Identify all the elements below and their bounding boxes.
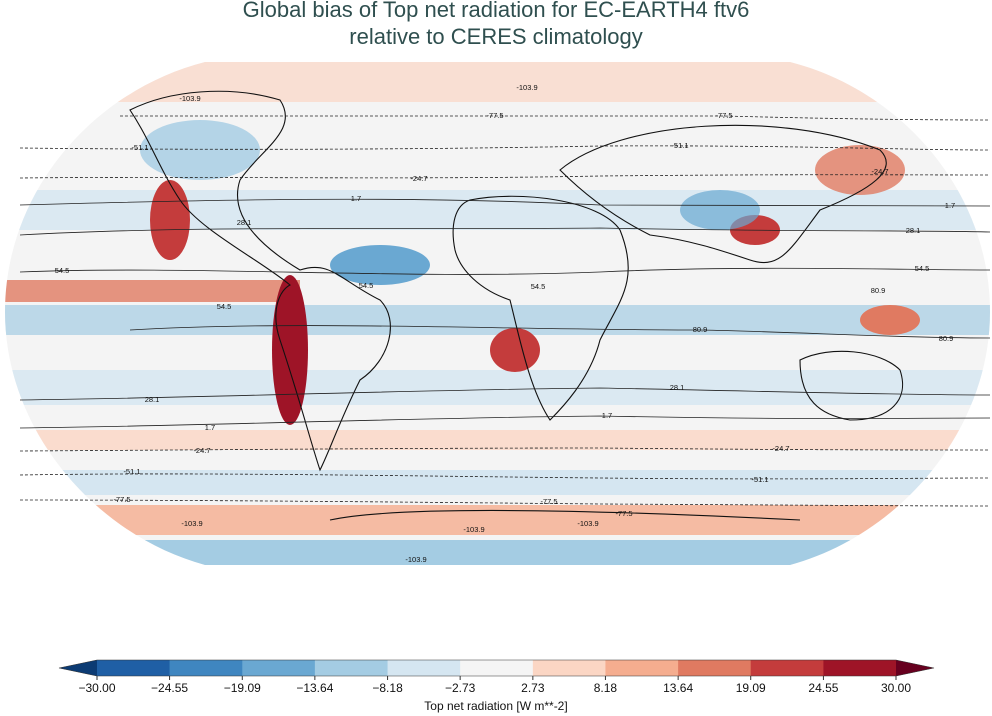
contour-label: -77.5 xyxy=(486,111,503,120)
contour-label: 80.9 xyxy=(871,286,886,295)
contour-label: 1.7 xyxy=(602,411,612,420)
colorbar-tick-label: −19.09 xyxy=(224,681,261,695)
colorbar-bin xyxy=(97,660,171,676)
contour-label: 1.7 xyxy=(945,201,955,210)
title: Global bias of Top net radiation for EC-… xyxy=(243,0,750,22)
contour-label: 54.5 xyxy=(55,266,70,275)
colorbar-extend-high xyxy=(896,660,934,676)
coastlines xyxy=(129,90,904,521)
colorbar-tick-label: 8.18 xyxy=(594,681,618,695)
colorbar-bin xyxy=(387,660,461,676)
contour-label: 80.9 xyxy=(939,334,954,343)
contour-label: -24.7 xyxy=(193,446,210,455)
colorbar-bin xyxy=(314,660,389,676)
colorbar-tick-label: −30.00 xyxy=(78,681,115,695)
contour-label: 1.7 xyxy=(205,423,215,432)
contour-label: -103.9 xyxy=(463,525,484,534)
contour-label: 28.1 xyxy=(906,226,921,235)
contour-label: -51.1 xyxy=(123,467,140,476)
colorbar-extend-low xyxy=(59,660,97,676)
contour-label: 28.1 xyxy=(670,383,685,392)
colorbar: −30.00 −24.55 −19.09 −13.64 −8.18 −2.73 2.73 8.… xyxy=(58,659,935,695)
contour-label: -103.9 xyxy=(577,519,598,528)
contour-label: 54.5 xyxy=(359,281,374,290)
colorbar-tick-label: −8.18 xyxy=(372,681,403,695)
colorbar-bin xyxy=(750,660,824,676)
contour-label: -24.7 xyxy=(772,444,789,453)
contour-label: -51.1 xyxy=(671,141,688,150)
contour-label: -103.9 xyxy=(179,94,200,103)
contour-label: 54.5 xyxy=(915,264,930,273)
contour-label: 1.7 xyxy=(351,194,361,203)
colorbar-bin xyxy=(823,660,897,676)
contour-label: 80.9 xyxy=(693,325,708,334)
contour-label: -24.7 xyxy=(410,174,427,183)
contour-label: -103.9 xyxy=(405,555,426,564)
colorbar-bin xyxy=(532,660,606,676)
contour-label: -24.7 xyxy=(871,167,888,176)
contour-label: 28.1 xyxy=(237,218,252,227)
contour-label: -103.9 xyxy=(516,83,537,92)
subtitle: relative to CERES climatology xyxy=(349,24,642,49)
colorbar-label: Top net radiation [W m**-2] xyxy=(424,699,567,713)
contour-label: -77.5 xyxy=(715,111,732,120)
colorbar-tick-label: 13.64 xyxy=(663,681,693,695)
colorbar-tick-label: 24.55 xyxy=(808,681,838,695)
contour-label: -103.9 xyxy=(181,519,202,528)
colorbar-tick-label: −13.64 xyxy=(296,681,333,695)
contour-label: 54.5 xyxy=(217,302,232,311)
colorbar-bin xyxy=(678,660,752,676)
colorbar-bin xyxy=(460,660,534,676)
colorbar-tick-label: −2.73 xyxy=(445,681,476,695)
map: -103.9 -103.9 -77.5 -77.5 -51.1 -51.1 -24.7 -24… xyxy=(5,62,991,565)
contour-label: 28.1 xyxy=(145,395,160,404)
contour-label: -77.5 xyxy=(540,497,557,506)
colorbar-bin xyxy=(605,660,679,676)
colorbar-tick-label: 30.00 xyxy=(881,681,911,695)
colorbar-bin xyxy=(169,660,243,676)
contour-label: 54.5 xyxy=(531,282,546,291)
contour-label: -77.5 xyxy=(615,509,632,518)
colorbar-tick-label: −24.55 xyxy=(151,681,188,695)
contours xyxy=(19,115,991,507)
contour-label: -51.1 xyxy=(131,143,148,152)
colorbar-tick-label: 2.73 xyxy=(521,681,545,695)
colorbar-tick-label: 19.09 xyxy=(736,681,766,695)
contour-label: -51.1 xyxy=(751,475,768,484)
contour-label: -77.5 xyxy=(113,495,130,504)
colorbar-bin xyxy=(242,660,316,676)
